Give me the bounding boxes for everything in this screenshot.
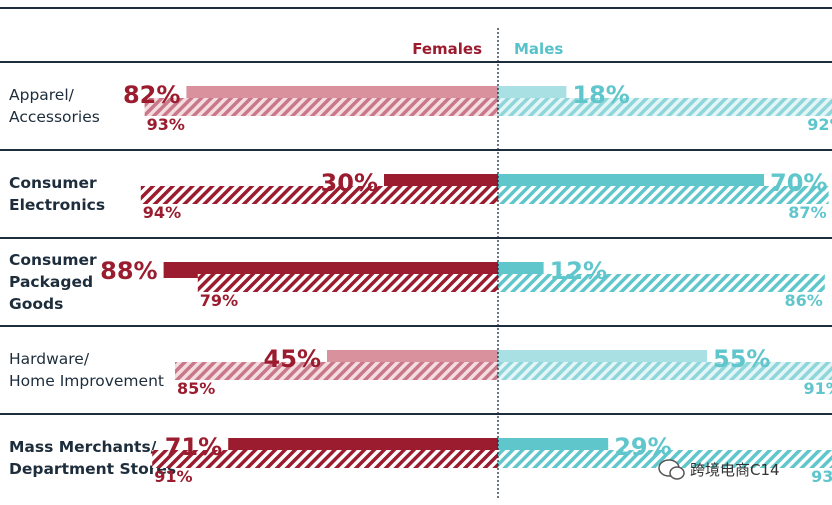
male-hatched-bar xyxy=(498,450,832,468)
male-sub-label: 92% xyxy=(807,115,832,134)
female-hatched-bar xyxy=(152,450,498,468)
male-value-label: 18% xyxy=(572,81,629,109)
male-sub-label: 86% xyxy=(785,291,823,310)
female-sub-label: 85% xyxy=(177,379,215,398)
male-sub-label: 91% xyxy=(804,379,832,398)
category-label: Home Improvement xyxy=(9,372,164,390)
female-sub-label: 91% xyxy=(154,467,192,486)
female-sub-label: 93% xyxy=(147,115,185,134)
chat-bubble-icon xyxy=(658,459,685,480)
chart-rows: Apparel/Accessories 82% 18% 93% 92% Consumer E… xyxy=(0,61,832,486)
watermark-text: 跨境电商C14 xyxy=(690,461,780,479)
female-hatched-bar xyxy=(140,186,499,204)
watermark: 跨境电商C14 xyxy=(658,459,780,480)
category-label: Apparel/ xyxy=(9,86,75,104)
male-hatched-bar xyxy=(498,98,832,116)
male-sub-label: 93% xyxy=(811,467,832,486)
female-value-label: 30% xyxy=(321,169,378,197)
female-sub-label: 94% xyxy=(143,203,181,222)
category-label: Hardware/ xyxy=(9,350,90,368)
male-value-label: 29% xyxy=(614,433,671,461)
female-value-label: 45% xyxy=(264,345,321,373)
female-hatched-bar xyxy=(175,362,498,380)
category-label: Consumer xyxy=(9,251,97,269)
male-value-label: 55% xyxy=(713,345,770,373)
category-label: Consumer xyxy=(9,174,97,192)
male-sub-label: 87% xyxy=(788,203,826,222)
male-value-label: 12% xyxy=(550,257,607,285)
legend-females: Females xyxy=(412,40,482,58)
legend-males: Males xyxy=(514,40,563,58)
male-value-label: 70% xyxy=(770,169,827,197)
category-label: Department Stores xyxy=(9,460,176,478)
female-sub-label: 79% xyxy=(200,291,238,310)
male-hatched-bar xyxy=(498,362,832,380)
category-label: Packaged xyxy=(9,273,93,291)
category-label: Accessories xyxy=(9,108,100,126)
category-label: Mass Merchants/ xyxy=(9,438,157,456)
female-value-label: 82% xyxy=(123,81,180,109)
category-label: Goods xyxy=(9,295,63,313)
category-label: Electronics xyxy=(9,196,105,214)
female-value-label: 71% xyxy=(165,433,222,461)
female-hatched-bar xyxy=(144,98,498,116)
male-hatched-bar xyxy=(498,274,825,292)
female-hatched-bar xyxy=(197,274,499,292)
male-hatched-bar xyxy=(498,186,829,204)
female-value-label: 88% xyxy=(100,257,157,285)
